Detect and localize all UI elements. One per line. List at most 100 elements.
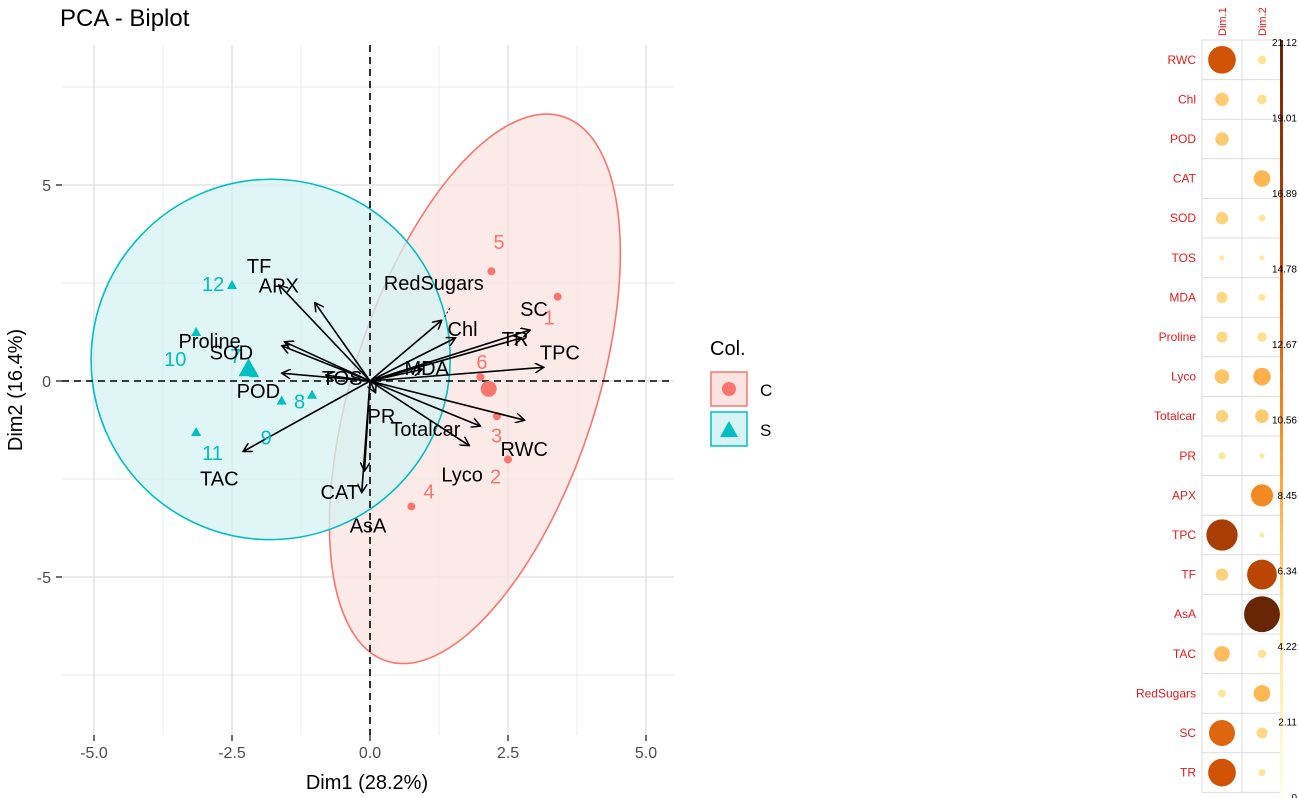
row-label: MDA <box>1169 290 1196 304</box>
contribution-dot <box>1216 291 1228 303</box>
label-leader-line <box>443 307 451 319</box>
contribution-dot <box>1259 532 1265 538</box>
variable-arrow <box>279 285 371 382</box>
contribution-dot <box>1259 453 1265 459</box>
variable-arrow <box>243 380 371 452</box>
row-label: SOD <box>1170 211 1196 225</box>
contribution-dot <box>1253 367 1271 386</box>
group-mean-points <box>238 358 497 397</box>
x-tick-label: -5.0 <box>80 745 108 762</box>
observation-point <box>476 373 485 382</box>
contribution-column-labels: Dim.1 Dim.2 <box>1217 7 1269 36</box>
variable-arrow <box>369 338 456 382</box>
colorbar <box>1280 40 1283 798</box>
row-label: PR <box>1179 449 1196 463</box>
contribution-dot <box>1215 568 1229 581</box>
x-axis-ticks: -5.0 -2.5 0.0 2.5 5.0 <box>80 735 657 762</box>
contribution-dot <box>1214 645 1230 662</box>
x-tick-label: 0.0 <box>359 745 381 762</box>
x-tick-label: -2.5 <box>218 745 246 762</box>
contribution-dot <box>1244 596 1280 633</box>
colorbar-tick-label: 2.11 <box>1278 718 1297 729</box>
variable-label: TAC <box>200 469 239 491</box>
contribution-dot <box>1215 92 1229 107</box>
colorbar-tick-label: 21.12 <box>1272 38 1297 49</box>
observation-point <box>307 389 318 399</box>
x-tick-label: 2.5 <box>497 745 519 762</box>
contribution-dot <box>1214 369 1230 384</box>
contribution-dot <box>1258 293 1266 301</box>
contribution-grid <box>1201 39 1283 793</box>
variable-label: SC <box>520 299 548 321</box>
observation-label: 9 <box>261 428 272 450</box>
contribution-dot <box>1215 212 1229 225</box>
row-label: TR <box>1180 766 1196 780</box>
row-label: POD <box>1170 132 1196 146</box>
row-label: Totalcar <box>1154 409 1196 423</box>
contribution-dot <box>1257 649 1267 659</box>
variable-label: PR <box>368 406 396 428</box>
variable-arrow <box>369 380 525 420</box>
observation-point <box>487 267 496 276</box>
contribution-dot <box>1208 758 1236 787</box>
observation-label: 11 <box>202 443 223 465</box>
y-tick-label: 0 <box>42 374 51 391</box>
contribution-dot <box>1253 685 1271 702</box>
contribution-dot <box>1215 410 1229 423</box>
contribution-dot <box>1253 170 1271 187</box>
variable-label: Totalcar <box>390 419 460 441</box>
contribution-dot <box>1215 132 1229 146</box>
contribution-dot <box>1256 727 1268 739</box>
observation-point <box>407 502 416 511</box>
observation-label: 1 <box>544 308 555 330</box>
row-label: RWC <box>1168 53 1197 67</box>
variable-arrow <box>369 380 469 446</box>
variable-label: RWC <box>501 439 548 461</box>
y-tick-label: -5 <box>37 570 51 587</box>
contribution-dot <box>1218 689 1226 698</box>
observation-point <box>553 292 562 301</box>
legend-title: Col. <box>710 338 746 360</box>
column-label: Dim.2 <box>1257 7 1269 36</box>
observation-point <box>504 455 512 464</box>
variable-arrow <box>369 338 522 382</box>
contribution-dots <box>1206 45 1280 787</box>
variable-arrows <box>243 285 544 493</box>
legend: Col. C S <box>710 338 772 447</box>
colorbar-tick-labels: 21.12 19.01 16.89 14.78 12.67 10.56 8.45 6.34 4.… <box>1272 38 1297 798</box>
contribution-dot <box>1219 255 1225 261</box>
group-mean-point <box>480 380 497 397</box>
variable-label: MDA <box>404 358 449 380</box>
variable-label: Proline <box>178 331 240 353</box>
observation-point <box>276 395 287 405</box>
contribution-dot <box>1258 769 1266 777</box>
legend-triangle-marker <box>720 421 738 437</box>
row-label: SC <box>1179 726 1196 740</box>
colorbar-tick-label: 10.56 <box>1272 416 1297 427</box>
chart-title: PCA - Biplot <box>60 5 190 32</box>
observation-label: 10 <box>164 349 186 371</box>
colorbar-tick-label: 6.34 <box>1278 567 1298 578</box>
variable-label: SOD <box>210 343 253 365</box>
row-label: TAC <box>1173 647 1196 661</box>
variable-arrow <box>282 346 371 382</box>
contribution-dot <box>1218 452 1226 460</box>
observation-label: 8 <box>294 392 305 414</box>
contribution-dot <box>1259 255 1265 261</box>
contribution-dot <box>1206 519 1238 551</box>
variable-arrow <box>370 380 376 393</box>
row-label: TF <box>1181 568 1196 582</box>
variable-label: POD <box>237 381 280 403</box>
observation-point <box>191 327 202 336</box>
contribution-dot <box>1247 559 1277 590</box>
contribution-dot <box>1257 55 1267 65</box>
row-label: TOS <box>1172 251 1196 265</box>
observation-point <box>191 426 202 436</box>
variable-arrow <box>369 369 422 382</box>
observation-label: 12 <box>202 274 224 296</box>
legend-label-c: C <box>760 381 772 400</box>
variable-arrow <box>369 320 442 382</box>
observation-label: 6 <box>476 352 487 374</box>
